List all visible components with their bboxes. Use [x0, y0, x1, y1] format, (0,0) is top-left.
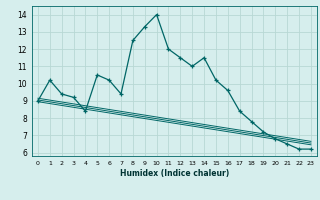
X-axis label: Humidex (Indice chaleur): Humidex (Indice chaleur): [120, 169, 229, 178]
